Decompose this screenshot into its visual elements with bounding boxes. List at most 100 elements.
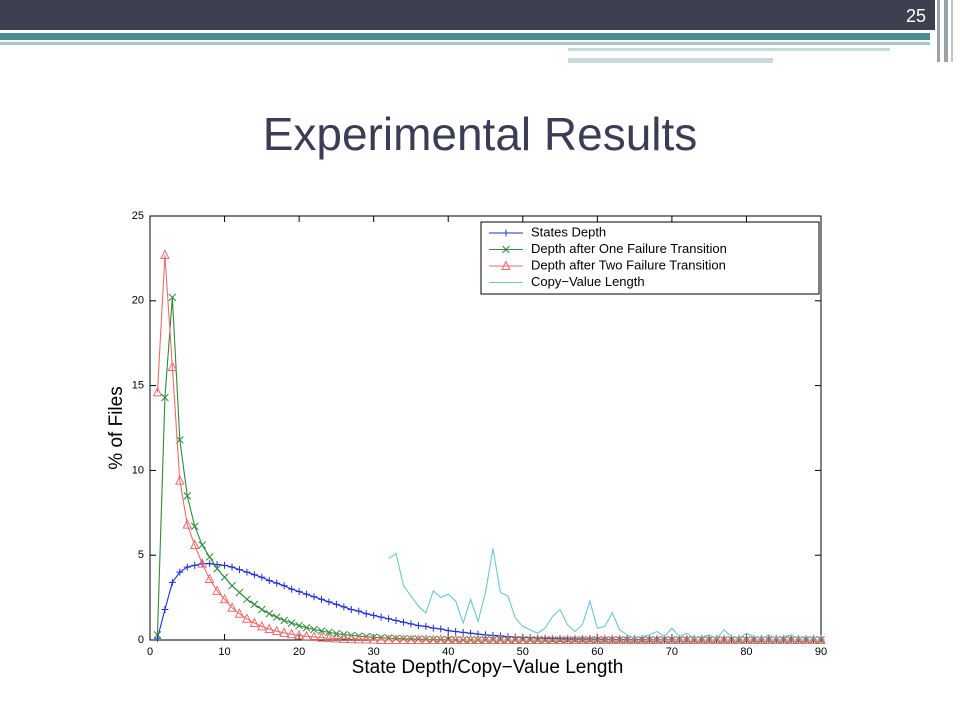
legend-box bbox=[480, 221, 820, 295]
data-marker bbox=[407, 635, 415, 643]
data-marker bbox=[510, 634, 521, 644]
data-marker bbox=[339, 633, 349, 643]
data-marker bbox=[674, 634, 685, 644]
data-marker bbox=[413, 634, 424, 644]
data-marker bbox=[637, 634, 647, 644]
legend-label: States Depth bbox=[531, 224, 606, 239]
data-marker bbox=[301, 630, 312, 641]
side-line bbox=[951, 0, 953, 62]
data-marker bbox=[398, 634, 409, 644]
data-marker bbox=[592, 634, 603, 644]
data-marker bbox=[310, 593, 318, 601]
data-marker bbox=[452, 628, 460, 636]
data-marker bbox=[368, 634, 379, 644]
data-marker bbox=[599, 634, 610, 644]
data-marker bbox=[197, 558, 207, 568]
data-marker bbox=[734, 634, 744, 644]
data-marker bbox=[704, 634, 714, 644]
data-marker bbox=[585, 634, 595, 644]
data-marker bbox=[696, 634, 707, 644]
data-marker bbox=[316, 632, 327, 642]
slide-number: 25 bbox=[906, 6, 926, 26]
data-marker bbox=[571, 635, 579, 643]
accent-bar bbox=[0, 33, 930, 40]
data-marker bbox=[577, 634, 588, 644]
data-marker bbox=[422, 622, 430, 630]
data-marker bbox=[257, 620, 267, 631]
data-marker bbox=[272, 613, 281, 621]
data-marker bbox=[286, 628, 297, 639]
data-marker bbox=[168, 578, 176, 586]
data-marker bbox=[153, 631, 162, 639]
legend-label: Depth after Two Failure Transition bbox=[531, 257, 726, 272]
slide-title: Experimental Results bbox=[263, 108, 698, 160]
data-marker bbox=[198, 541, 207, 549]
data-marker bbox=[288, 585, 296, 593]
accent-line bbox=[568, 48, 890, 51]
data-marker bbox=[681, 634, 692, 644]
data-marker bbox=[242, 613, 252, 623]
x-tick-label: 50 bbox=[517, 646, 529, 658]
data-marker bbox=[428, 634, 439, 644]
data-marker bbox=[273, 579, 281, 587]
data-marker bbox=[570, 634, 580, 644]
data-marker bbox=[287, 619, 296, 627]
data-marker bbox=[376, 634, 386, 644]
data-marker bbox=[361, 633, 372, 644]
legend-label: Copy−Value Length bbox=[531, 274, 645, 289]
data-marker bbox=[280, 582, 288, 590]
data-marker bbox=[250, 600, 259, 609]
data-marker bbox=[161, 605, 169, 613]
legend-marker bbox=[502, 245, 510, 254]
data-marker bbox=[525, 634, 536, 644]
data-marker bbox=[279, 627, 290, 637]
data-marker bbox=[355, 607, 363, 615]
data-marker bbox=[383, 634, 394, 644]
x-tick-label: 40 bbox=[442, 646, 454, 658]
x-tick-label: 10 bbox=[218, 646, 230, 658]
data-marker bbox=[414, 622, 422, 630]
data-marker bbox=[249, 617, 260, 628]
data-marker bbox=[801, 634, 811, 644]
data-marker bbox=[347, 605, 355, 613]
data-marker bbox=[540, 634, 550, 644]
data-marker bbox=[392, 616, 400, 624]
data-marker bbox=[488, 634, 498, 644]
data-marker bbox=[422, 635, 430, 644]
data-marker bbox=[265, 577, 273, 585]
data-marker bbox=[243, 595, 251, 604]
accent-line bbox=[0, 42, 930, 45]
data-marker bbox=[667, 634, 677, 644]
x-tick-label: 30 bbox=[368, 646, 380, 658]
data-marker bbox=[429, 624, 437, 632]
legend-marker bbox=[501, 260, 511, 270]
data-marker bbox=[280, 616, 289, 625]
data-marker bbox=[332, 600, 340, 608]
x-axis-label: State Depth/Copy−Value Length bbox=[352, 657, 624, 678]
y-tick-label: 10 bbox=[132, 464, 144, 476]
chart: 0 10 20 30 40 50 60 70 80 90 0 5 10 15 20 25 State Depth… bbox=[106, 210, 827, 678]
data-marker bbox=[168, 293, 177, 302]
data-marker bbox=[391, 634, 401, 644]
data-marker bbox=[294, 629, 304, 640]
data-marker bbox=[206, 560, 214, 568]
data-marker bbox=[562, 634, 573, 644]
header-bar bbox=[0, 0, 935, 30]
data-marker bbox=[719, 634, 729, 644]
data-marker bbox=[303, 590, 311, 598]
data-marker bbox=[183, 491, 192, 500]
data-marker bbox=[414, 635, 423, 644]
data-marker bbox=[302, 623, 311, 632]
data-marker bbox=[309, 631, 319, 641]
data-marker bbox=[786, 634, 796, 644]
y-tick-label: 20 bbox=[132, 295, 144, 307]
data-marker bbox=[205, 553, 214, 561]
data-marker bbox=[235, 588, 244, 597]
data-marker bbox=[228, 563, 236, 571]
data-marker bbox=[182, 519, 193, 529]
data-marker bbox=[458, 634, 468, 644]
legend-label: Depth after One Failure Transition bbox=[531, 241, 727, 256]
data-marker bbox=[183, 563, 191, 571]
